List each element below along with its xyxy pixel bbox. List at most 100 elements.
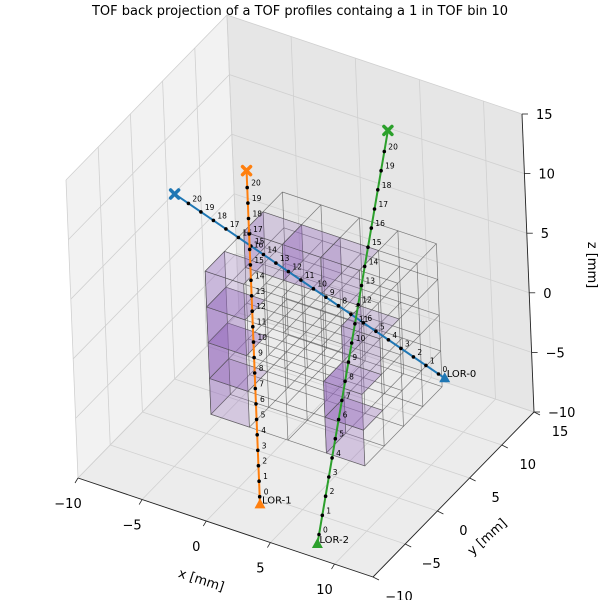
tof-bin-label: 5: [261, 410, 266, 419]
tof-bin-point: [274, 261, 278, 265]
tof-bin-point: [245, 185, 249, 190]
tof-bin-label: 0: [264, 488, 269, 497]
tof-bin-label: 4: [336, 449, 341, 458]
tof-bin-label: 18: [253, 210, 263, 219]
tof-bin-point: [353, 322, 357, 326]
lor-label: LOR-2: [319, 535, 349, 546]
tof-bin-label: 16: [242, 229, 252, 238]
y-tick: [437, 510, 444, 515]
tof-bin-label: 0: [443, 365, 448, 374]
tof-bin-label: 9: [330, 288, 335, 297]
tof-bin-point: [254, 417, 259, 422]
lor-end-marker-stroke: [168, 188, 181, 200]
tof-bin-label: 11: [359, 315, 369, 324]
y-axis-line: [372, 411, 535, 578]
tof-bin-point: [317, 532, 321, 537]
tof-bin-point: [336, 303, 341, 308]
tof-bin-point: [211, 218, 216, 223]
tof-bin-label: 1: [263, 472, 268, 481]
tof-bin-label: 1: [430, 356, 435, 365]
tof-bin-label: 19: [252, 194, 262, 203]
tof-bin-point: [236, 235, 241, 240]
z-tick-label: 0: [543, 287, 551, 302]
tof-bin-label: 13: [280, 254, 290, 263]
y-axis-label: y [mm]: [465, 516, 510, 559]
lor-end-marker: [240, 164, 253, 177]
grid-line: [65, 14, 523, 181]
tof-bin-label: 1: [326, 506, 331, 515]
grid-line: [72, 193, 530, 360]
tof-bin-point: [411, 355, 416, 359]
y-tick: [372, 576, 380, 581]
tof-bin-point: [349, 312, 353, 317]
x-axis-line: [77, 477, 374, 578]
tof-bin-label: 15: [254, 256, 264, 265]
tof-bin-point: [399, 346, 403, 351]
tof-bin-label: 18: [217, 211, 227, 220]
x-tick: [138, 499, 143, 505]
tof-bin-point: [362, 264, 367, 269]
tof-bin-label: 0: [323, 526, 328, 535]
lor-label: LOR-1: [262, 495, 292, 506]
tof-bin-point: [320, 513, 325, 518]
voxel-edge: [282, 191, 289, 336]
tof-bin-label: 9: [258, 349, 263, 358]
voxel-face: [324, 397, 384, 431]
y-tick: [533, 411, 541, 416]
voxel-face: [204, 251, 264, 285]
tof-bin-point: [252, 371, 257, 375]
lor-start-marker: [439, 372, 451, 383]
x-axis-label: x [mm]: [176, 566, 226, 595]
tof-bin-label: 20: [251, 179, 261, 188]
voxel-face: [208, 358, 268, 392]
y-tick-label: 10: [520, 458, 537, 473]
tof-bin-point: [346, 360, 351, 364]
tof-bin-label: 9: [352, 353, 357, 362]
tof-bin-point: [224, 227, 228, 231]
lor-end-marker: [382, 124, 394, 137]
lor-start-marker: [311, 538, 323, 548]
tof-bin-label: 13: [256, 287, 266, 296]
x-tick-label: −10: [54, 497, 81, 512]
tof-bin-point: [356, 302, 361, 307]
z-tick-label: −10: [548, 406, 575, 421]
y-tick: [469, 477, 476, 482]
tof-bin-label: 19: [385, 162, 395, 171]
tof-bin-label: 2: [262, 457, 267, 466]
tof-bin-label: 5: [380, 322, 385, 331]
tof-bin-point: [251, 340, 256, 344]
z-tick-label: 15: [536, 108, 553, 123]
tof-bin-label: 16: [254, 240, 264, 249]
tof-bin-label: 17: [253, 225, 263, 234]
tof-bin-point: [252, 355, 256, 360]
tof-bin-label: 14: [369, 257, 379, 266]
lor-end-marker-stroke: [382, 124, 394, 137]
tof-bin-point: [372, 207, 377, 211]
tof-bin-point: [369, 226, 374, 230]
tof-bin-label: 8: [342, 297, 347, 306]
chart-title: TOF back projection of a TOF profiles co…: [91, 4, 508, 19]
axis-panes: [66, 15, 534, 577]
grid-line: [75, 252, 532, 419]
tof-bin-point: [323, 494, 328, 499]
tof-bin-label: 6: [343, 411, 348, 420]
z-axis-label: z [mm]: [584, 242, 599, 288]
tof-bin-point: [436, 372, 441, 376]
x-tick-label: 0: [192, 540, 200, 555]
y-tick-label: 5: [491, 491, 499, 506]
tof-bin-point: [311, 286, 316, 291]
tof-bin-label: 18: [382, 181, 392, 190]
tof-bin-point: [336, 417, 341, 422]
tof-bin-point: [324, 295, 328, 300]
tof-bin-label: 19: [205, 203, 215, 212]
grid-line: [70, 133, 527, 300]
grid-line: [68, 74, 525, 240]
tof-bin-label: 6: [367, 314, 372, 323]
tof-bin-point: [340, 398, 344, 403]
tof-bin-point: [246, 216, 251, 221]
tof-bin-point: [255, 448, 260, 453]
y-tick-label: −5: [422, 557, 441, 572]
tof-bin-label: 7: [259, 380, 264, 389]
tof-bin-label: 20: [192, 194, 202, 203]
tof-bin-label: 2: [417, 348, 422, 357]
